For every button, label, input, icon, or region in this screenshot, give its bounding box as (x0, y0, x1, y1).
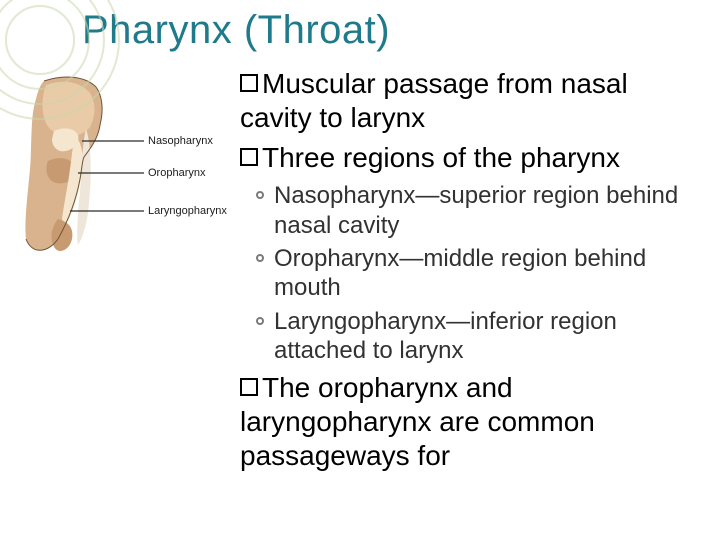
sub-item-text: Laryngopharynx—inferior region attached … (274, 307, 688, 366)
page-title: Pharynx (Throat) (82, 8, 692, 53)
bullet-text: Muscular passage from nasal cavity to la… (240, 68, 628, 133)
content-row: Nasopharynx Oropharynx Laryngopharynx Mu… (82, 67, 692, 480)
anatomy-figure: Nasopharynx Oropharynx Laryngopharynx (18, 73, 234, 480)
corner-rings-decoration (0, 0, 120, 120)
figure-label-nasopharynx: Nasopharynx (148, 135, 213, 147)
ring-bullet-icon (256, 254, 264, 262)
sub-item-nasopharynx: Nasopharynx—superior region behind nasal… (256, 181, 688, 240)
bullet-muscular-passage: Muscular passage from nasal cavity to la… (240, 67, 688, 135)
sub-item-oropharynx: Oropharynx—middle region behind mouth (256, 244, 688, 303)
sub-item-text: Nasopharynx—superior region behind nasal… (274, 181, 688, 240)
text-column: Muscular passage from nasal cavity to la… (240, 67, 692, 480)
checkbox-icon (240, 148, 258, 166)
bullet-text: Three regions of the pharynx (262, 142, 620, 173)
bullet-common-passageways: The oropharynx and laryngopharynx are co… (240, 371, 688, 473)
bullet-text: The oropharynx and laryngopharynx are co… (240, 372, 595, 471)
sub-list-regions: Nasopharynx—superior region behind nasal… (256, 181, 688, 365)
sub-item-laryngopharynx: Laryngopharynx—inferior region attached … (256, 307, 688, 366)
figure-label-oropharynx: Oropharynx (148, 167, 206, 179)
sub-item-text: Oropharynx—middle region behind mouth (274, 244, 688, 303)
ring-bullet-icon (256, 317, 264, 325)
figure-label-laryngopharynx: Laryngopharynx (148, 205, 227, 217)
checkbox-icon (240, 378, 258, 396)
ring-bullet-icon (256, 191, 264, 199)
bullet-three-regions: Three regions of the pharynx (240, 141, 688, 175)
checkbox-icon (240, 74, 258, 92)
